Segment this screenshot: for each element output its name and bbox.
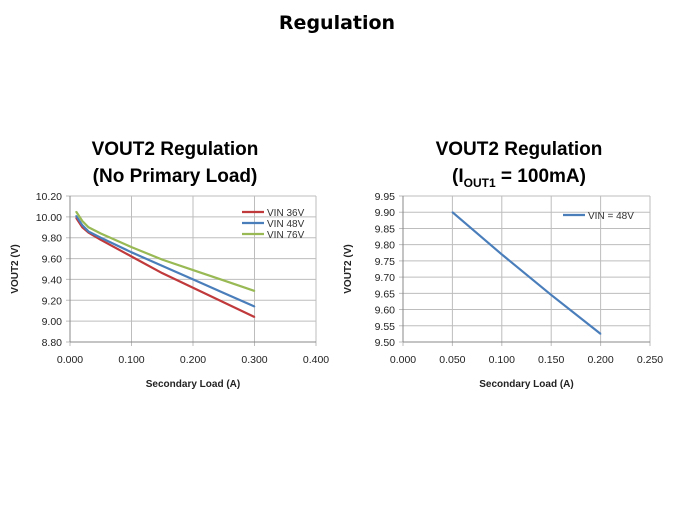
data-point	[253, 316, 256, 318]
chart-title: VOUT2 Regulation	[436, 139, 603, 160]
y-tick-label: 9.50	[375, 337, 396, 349]
data-point	[161, 265, 164, 267]
x-tick-label: 0.000	[390, 354, 416, 366]
x-tick-label: 0.100	[489, 354, 515, 366]
y-tick-label: 9.80	[42, 233, 63, 245]
data-point	[75, 215, 77, 217]
data-point	[192, 278, 194, 281]
data-point	[222, 279, 225, 282]
data-point	[130, 251, 133, 254]
data-point	[130, 246, 133, 248]
y-tick-label: 9.75	[375, 256, 396, 268]
x-tick-label: 0.100	[118, 354, 144, 366]
data-point	[161, 258, 164, 261]
y-tick-label: 9.40	[42, 274, 63, 286]
y-tick-label: 9.60	[42, 254, 63, 266]
chart-subtitle: (IOUT1 = 100mA)	[452, 166, 586, 190]
data-point	[222, 292, 225, 294]
y-tick-label: 9.65	[375, 288, 396, 300]
data-point	[161, 272, 164, 274]
y-tick-label: 8.80	[42, 337, 63, 349]
data-point	[253, 305, 256, 308]
data-point	[192, 286, 194, 289]
legend-label: VIN 36V	[267, 208, 305, 219]
data-point	[501, 253, 503, 256]
page-title: Regulation	[278, 12, 396, 34]
data-point	[99, 236, 102, 239]
data-point	[599, 333, 602, 335]
data-point	[222, 301, 225, 304]
data-point	[75, 210, 77, 213]
x-tick-label: 0.200	[180, 354, 206, 366]
y-tick-label: 9.55	[375, 321, 396, 333]
data-point	[87, 226, 90, 229]
chart-1: VOUT2 Regulation (No Primary Load) 8.80 9.0…	[10, 139, 329, 390]
legend-label: VIN = 48V	[588, 211, 634, 222]
x-axis-title: Secondary Load (A)	[146, 379, 240, 390]
data-point	[451, 211, 454, 214]
series-line-1	[451, 211, 602, 335]
data-point	[550, 294, 552, 296]
x-axis-title: Secondary Load (A)	[479, 379, 573, 390]
data-point	[253, 290, 256, 292]
y-axis-title: VOUT2 (V)	[343, 244, 354, 293]
y-tick-label: 9.85	[375, 223, 396, 235]
data-point	[87, 230, 90, 233]
data-point	[130, 255, 133, 258]
y-tick-label: 9.70	[375, 272, 396, 284]
data-point	[81, 220, 84, 222]
data-point	[99, 232, 102, 235]
x-tick-label: 0.200	[587, 354, 613, 366]
y-tick-label: 9.20	[42, 295, 63, 307]
y-tick-label: 10.20	[36, 191, 62, 203]
y-tick-label: 9.00	[42, 316, 63, 328]
chart-subtitle: (No Primary Load)	[93, 166, 258, 187]
x-tick-label: 0.300	[241, 354, 267, 366]
data-point	[192, 269, 194, 271]
chart-title: VOUT2 Regulation	[92, 139, 259, 160]
x-tick-label: 0.250	[637, 354, 663, 366]
x-tick-label: 0.000	[57, 354, 83, 366]
legend-label: VIN 48V	[267, 219, 305, 230]
y-tick-label: 9.80	[375, 240, 396, 252]
y-tick-label: 9.90	[375, 207, 396, 219]
x-tick-label: 0.400	[303, 354, 329, 366]
legend-label: VIN 76V	[267, 230, 305, 241]
y-axis-title: VOUT2 (V)	[10, 244, 21, 293]
data-point	[99, 239, 102, 241]
y-tick-label: 10.00	[36, 212, 62, 224]
y-tick-label: 9.60	[375, 305, 396, 317]
chart-2: VOUT2 Regulation (IOUT1 = 100mA) 9.50 9.55 9…	[343, 139, 663, 390]
data-point	[81, 224, 84, 226]
x-tick-label: 0.050	[439, 354, 465, 366]
y-tick-label: 9.95	[375, 191, 396, 203]
x-tick-label: 0.150	[538, 354, 564, 366]
